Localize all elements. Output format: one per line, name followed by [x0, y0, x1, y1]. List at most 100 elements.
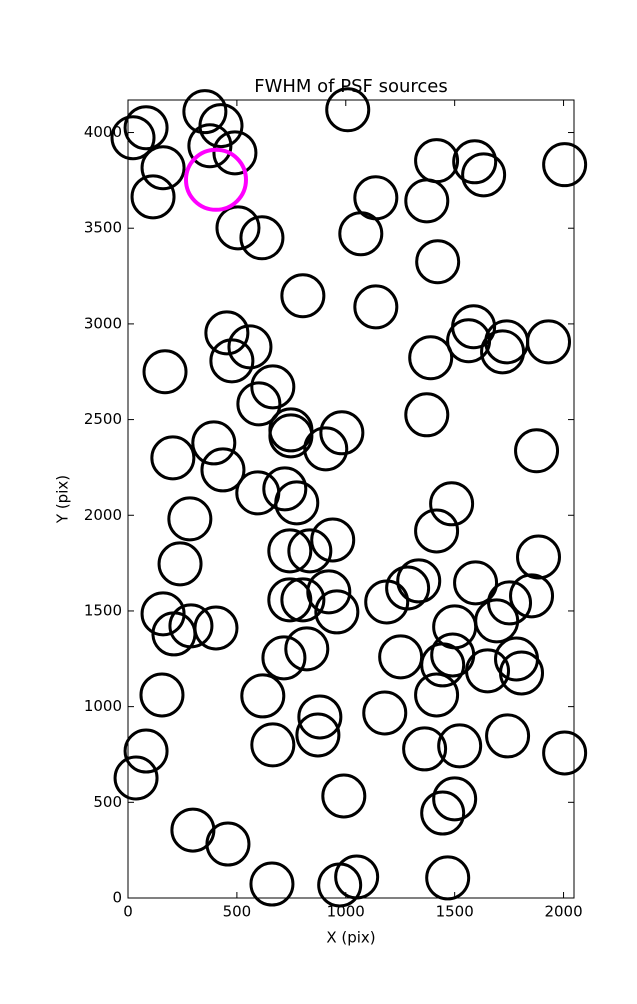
point	[157, 541, 203, 587]
point	[404, 392, 450, 438]
point	[123, 105, 169, 151]
point	[297, 694, 343, 740]
point	[516, 534, 562, 580]
point	[250, 722, 296, 768]
point	[267, 577, 313, 623]
y-tick-label: 3500	[84, 219, 122, 237]
point	[267, 528, 313, 574]
point	[325, 87, 371, 133]
x-tick-label: 1500	[436, 903, 474, 921]
chart-title: FWHM of PSF sources	[254, 76, 448, 97]
point	[113, 755, 159, 801]
point	[542, 730, 588, 776]
point	[338, 211, 384, 257]
point	[187, 123, 233, 169]
point	[408, 335, 454, 381]
point	[314, 589, 360, 635]
point	[378, 634, 424, 680]
point	[261, 635, 307, 681]
point	[236, 381, 282, 427]
point	[239, 215, 285, 261]
point	[200, 447, 246, 493]
point	[205, 821, 251, 867]
point	[167, 496, 213, 542]
point	[191, 420, 237, 466]
point	[414, 672, 460, 718]
x-axis-label: X (pix)	[326, 929, 375, 947]
point	[353, 284, 399, 330]
point	[514, 428, 560, 474]
point	[123, 728, 169, 774]
y-tick-label: 500	[93, 793, 122, 811]
point	[402, 726, 448, 772]
point	[110, 115, 156, 161]
point	[249, 861, 295, 907]
point	[274, 480, 320, 526]
point	[310, 517, 356, 563]
plot-area	[110, 87, 588, 908]
point	[130, 174, 176, 220]
point	[321, 773, 367, 819]
point	[150, 435, 196, 481]
point	[140, 145, 186, 191]
y-tick-label: 1000	[84, 697, 122, 715]
y-tick-label: 2000	[84, 506, 122, 524]
x-tick-label: 0	[123, 903, 133, 921]
x-tick-label: 500	[223, 903, 252, 921]
point	[280, 273, 326, 319]
point	[420, 790, 466, 836]
point	[396, 558, 442, 604]
point	[526, 319, 572, 365]
point	[287, 528, 333, 574]
point	[204, 310, 250, 356]
plot-frame	[127, 99, 575, 899]
point	[509, 573, 555, 619]
point	[303, 426, 349, 472]
point	[429, 481, 475, 527]
point	[227, 324, 273, 370]
point	[183, 147, 248, 212]
point	[215, 205, 261, 251]
point	[404, 178, 450, 224]
point	[425, 855, 471, 901]
point	[465, 648, 511, 694]
point	[262, 466, 308, 512]
point	[193, 605, 239, 651]
point	[209, 338, 255, 384]
y-axis-label: Y (pix)	[54, 475, 72, 524]
point	[480, 329, 526, 375]
point	[280, 577, 326, 623]
point	[319, 410, 365, 456]
point	[364, 579, 410, 625]
x-tick-label: 2000	[544, 903, 582, 921]
point	[452, 139, 498, 185]
point	[240, 673, 286, 719]
point	[499, 650, 545, 696]
point	[212, 130, 258, 176]
point	[542, 142, 588, 188]
point	[362, 690, 408, 736]
point	[284, 626, 330, 672]
y-tick-label: 0	[112, 889, 122, 907]
point	[295, 712, 341, 758]
y-tick-label: 3000	[84, 314, 122, 332]
point	[250, 364, 296, 410]
point	[139, 672, 185, 718]
point	[268, 413, 314, 459]
point	[182, 89, 228, 135]
point	[446, 318, 492, 364]
y-tick-label: 4000	[84, 123, 122, 141]
point	[415, 239, 461, 285]
y-tick-label: 1500	[84, 601, 122, 619]
point	[432, 776, 478, 822]
point	[437, 723, 483, 769]
x-tick-label: 1000	[327, 903, 365, 921]
y-tick-label: 2500	[84, 410, 122, 428]
point	[485, 713, 531, 759]
point	[453, 560, 499, 606]
point	[142, 349, 188, 395]
point	[168, 603, 214, 649]
point	[461, 152, 507, 198]
point	[414, 508, 460, 554]
